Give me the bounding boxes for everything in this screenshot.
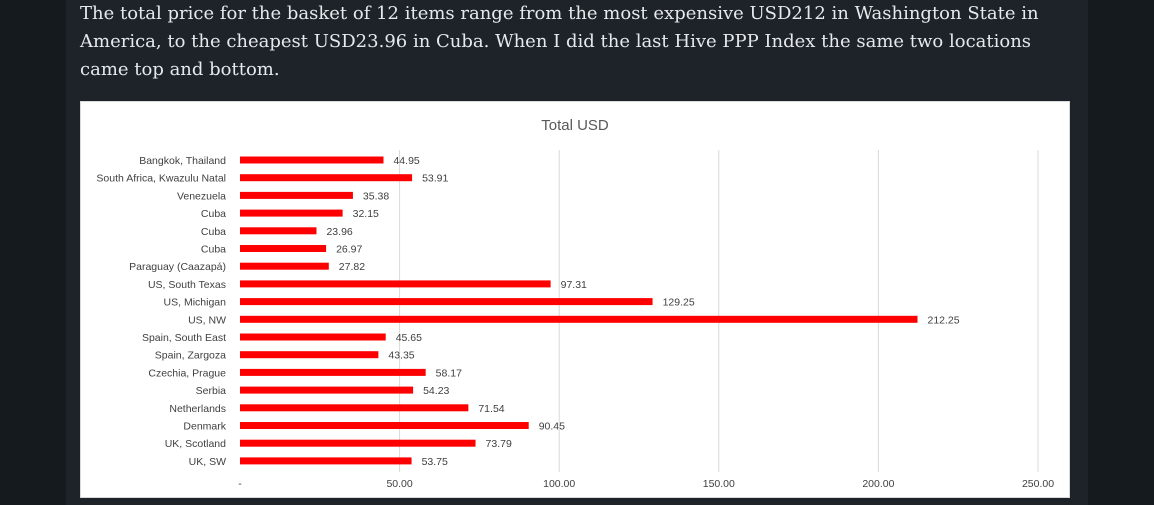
x-tick-label: 50.00 <box>386 478 412 490</box>
data-label: 53.75 <box>422 456 448 468</box>
data-label: 73.79 <box>486 438 512 450</box>
bar <box>240 209 343 217</box>
bar <box>240 351 379 359</box>
data-label: 35.38 <box>363 190 389 202</box>
bar <box>240 298 653 306</box>
category-label: Cuba <box>201 208 226 220</box>
article-paragraph: The total price for the basket of 12 ite… <box>80 3 1039 80</box>
category-label: South Africa, Kwazulu Natal <box>96 173 226 185</box>
chart-card: Total USD Bangkok, Thailand 44.95 South Af… <box>80 101 1070 498</box>
category-label: Cuba <box>201 226 226 238</box>
bar <box>240 156 384 164</box>
x-tick-label: 150.00 <box>703 478 735 490</box>
bar <box>240 422 529 429</box>
category-label: Spain, South East <box>142 332 226 344</box>
data-label: 43.35 <box>388 350 414 362</box>
data-label: 23.96 <box>326 226 352 238</box>
bar <box>240 368 426 376</box>
bar <box>240 245 327 252</box>
data-label: 212.25 <box>928 314 960 326</box>
data-label: 32.15 <box>353 208 379 220</box>
bar <box>240 333 386 341</box>
data-label: 27.82 <box>339 261 365 273</box>
total-usd-bar-chart: Total USD Bangkok, Thailand 44.95 South Af… <box>96 117 1054 490</box>
category-label: Bangkok, Thailand <box>139 155 226 167</box>
x-tick-label: 200.00 <box>862 478 894 490</box>
category-label: Denmark <box>183 421 226 433</box>
bar <box>240 280 551 288</box>
data-label: 97.31 <box>561 279 587 291</box>
bar <box>240 227 317 235</box>
bar <box>240 262 329 270</box>
category-label: UK, Scotland <box>165 438 226 450</box>
data-label: 54.23 <box>423 385 449 397</box>
bar <box>240 315 918 323</box>
x-tick-label: - <box>238 478 242 490</box>
data-label: 90.45 <box>539 421 565 433</box>
data-label: 26.97 <box>336 244 362 256</box>
bar <box>240 191 353 199</box>
category-label: Cuba <box>201 244 226 256</box>
category-label: UK, SW <box>189 456 226 468</box>
x-tick-label: 250.00 <box>1022 478 1054 490</box>
category-label: Paraguay (Caazapá) <box>129 261 226 273</box>
category-label: Serbia <box>196 385 227 397</box>
bar <box>240 386 414 394</box>
data-label: 45.65 <box>396 332 422 344</box>
category-label: Netherlands <box>169 403 226 415</box>
bar <box>240 174 413 182</box>
category-label: Venezuela <box>177 190 226 202</box>
chart-title: Total USD <box>541 117 609 134</box>
bar <box>240 457 412 465</box>
x-tick-label: 100.00 <box>543 478 575 490</box>
data-label: 129.25 <box>663 297 695 309</box>
category-label: US, South Texas <box>148 279 226 291</box>
category-label: Spain, Zargoza <box>155 350 226 362</box>
category-label: Czechia, Prague <box>148 367 226 379</box>
data-label: 71.54 <box>478 403 504 415</box>
data-label: 53.91 <box>422 173 448 185</box>
category-label: US, Michigan <box>164 297 227 309</box>
bar <box>240 439 476 447</box>
data-label: 58.17 <box>436 367 462 379</box>
bar <box>240 404 469 412</box>
data-label: 44.95 <box>393 155 419 167</box>
category-label: US, NW <box>188 314 226 326</box>
